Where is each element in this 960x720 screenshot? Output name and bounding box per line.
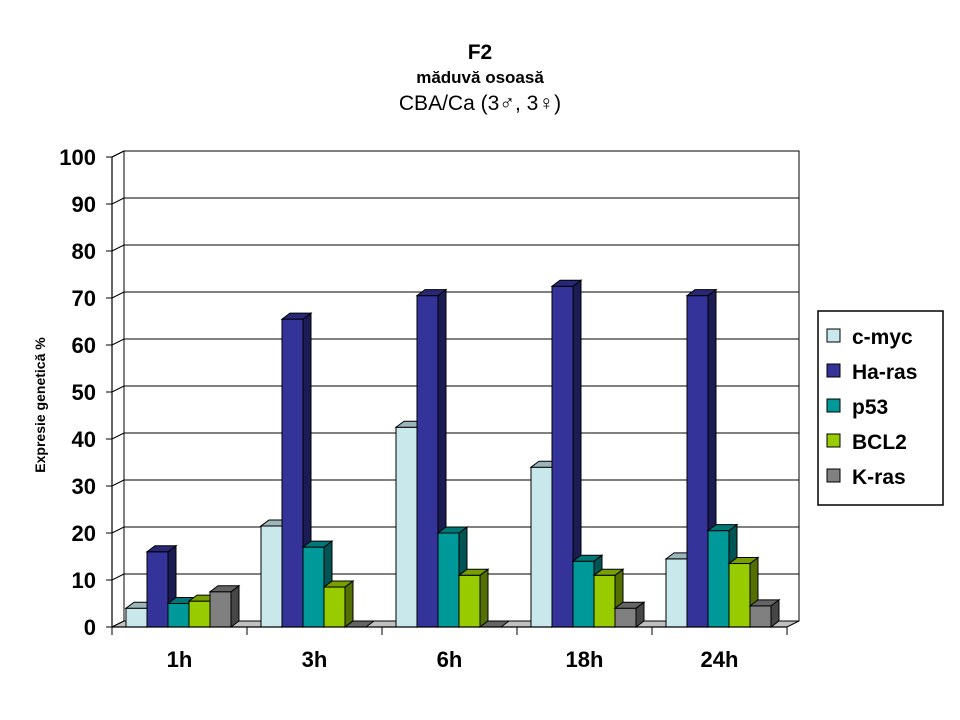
y-tick-label: 70 bbox=[72, 286, 96, 311]
bar-front bbox=[188, 600, 211, 628]
legend-swatch bbox=[826, 363, 841, 378]
chart-title: F2 bbox=[467, 41, 493, 64]
gridline-side bbox=[111, 291, 125, 299]
chart-subtitle: măduvă osoasă bbox=[416, 68, 544, 87]
bar-top bbox=[727, 557, 760, 565]
bar-front bbox=[260, 525, 283, 628]
y-tick-label: 100 bbox=[59, 145, 96, 170]
x-tick-labels: 1h 3h 6h 18h 24h bbox=[167, 647, 739, 672]
legend-label: BCL2 bbox=[852, 431, 907, 454]
y-tick-label: 90 bbox=[72, 192, 96, 217]
bar-top bbox=[457, 568, 490, 576]
bar-front bbox=[302, 546, 325, 628]
bar-top bbox=[592, 568, 625, 576]
bar-front bbox=[395, 426, 418, 628]
bars bbox=[124, 279, 781, 628]
bar-front bbox=[728, 563, 751, 628]
chart-subtitle-2: CBA/Ca (3♂, 3♀) bbox=[398, 92, 562, 115]
bar-front bbox=[551, 285, 574, 628]
bar-k-ras bbox=[748, 598, 781, 628]
gridline-side bbox=[111, 385, 125, 393]
bar-side bbox=[344, 580, 354, 628]
legend-swatch bbox=[826, 398, 841, 413]
bar-top bbox=[613, 601, 646, 609]
bar-front bbox=[323, 586, 346, 628]
y-tick-labels: 0 10 20 30 40 50 60 70 80 90 100 bbox=[59, 145, 96, 640]
bar-top bbox=[436, 526, 469, 534]
bar-k-ras bbox=[613, 601, 646, 628]
x-tick-label: 1h bbox=[167, 647, 193, 672]
bar-top bbox=[685, 289, 718, 297]
gridline-side bbox=[111, 338, 125, 346]
gridline-side bbox=[111, 526, 125, 534]
gridline-side bbox=[111, 479, 125, 487]
y-tick-label: 10 bbox=[72, 568, 96, 593]
legend-swatch bbox=[826, 433, 841, 448]
y-tick-label: 20 bbox=[72, 521, 96, 546]
y-tick-label: 50 bbox=[72, 380, 96, 405]
gridline-side bbox=[111, 197, 125, 205]
legend-label: Ha-ras bbox=[852, 361, 917, 384]
bar-top bbox=[748, 599, 781, 607]
legend-label: K-ras bbox=[852, 466, 906, 489]
x-tick-label: 24h bbox=[701, 647, 739, 672]
legend-swatch bbox=[826, 328, 841, 343]
bar-top bbox=[550, 279, 583, 287]
y-tick-label: 0 bbox=[84, 615, 96, 640]
bar-front bbox=[209, 591, 232, 628]
bar-front bbox=[146, 551, 169, 628]
legend: c-myc Ha-ras p53 BCL2 K-ras bbox=[817, 310, 944, 506]
y-axis-label: Expresie genetică % bbox=[32, 337, 48, 473]
bar-top bbox=[301, 540, 334, 548]
x-tick-label: 3h bbox=[302, 647, 328, 672]
legend-label: p53 bbox=[852, 396, 888, 419]
gridline-side bbox=[111, 573, 125, 581]
bar-top bbox=[706, 524, 739, 532]
bar-side bbox=[230, 584, 240, 628]
bar-front bbox=[593, 574, 616, 628]
y-tick-label: 60 bbox=[72, 333, 96, 358]
bar-front bbox=[686, 295, 709, 628]
bar-top bbox=[145, 545, 178, 553]
bar-top bbox=[208, 585, 241, 593]
bar-bcl2 bbox=[592, 568, 625, 628]
bar-top bbox=[322, 580, 355, 588]
bar-k-ras bbox=[208, 584, 241, 628]
bar-front bbox=[416, 295, 439, 628]
bar-front bbox=[572, 560, 595, 628]
y-tick-label: 40 bbox=[72, 427, 96, 452]
bar-front bbox=[125, 607, 148, 628]
bar-top bbox=[571, 554, 604, 562]
gridline-side bbox=[111, 432, 125, 440]
bar-front bbox=[614, 607, 637, 628]
legend-label: c-myc bbox=[852, 326, 913, 349]
bar-front bbox=[707, 530, 730, 628]
legend-swatch bbox=[826, 468, 841, 483]
axes bbox=[111, 157, 788, 635]
gridline-side bbox=[111, 150, 125, 158]
bar-front bbox=[281, 318, 304, 628]
bar-top bbox=[415, 289, 448, 297]
bar-front bbox=[458, 574, 481, 628]
chart-title-block: F2 măduvă osoasă CBA/Ca (3♂, 3♀) bbox=[0, 40, 960, 118]
bar-front bbox=[665, 558, 688, 628]
bar-bcl2 bbox=[322, 580, 355, 628]
y-tick-label: 30 bbox=[72, 474, 96, 499]
bar-front bbox=[437, 532, 460, 628]
x-tick-label: 6h bbox=[437, 647, 463, 672]
bar-front bbox=[167, 603, 190, 628]
bar-top bbox=[280, 312, 313, 320]
bar-front bbox=[749, 605, 772, 628]
bar-side bbox=[479, 568, 489, 628]
bar-ha-ras bbox=[550, 279, 583, 628]
y-tick-label: 80 bbox=[72, 239, 96, 264]
gridline-side bbox=[111, 244, 125, 252]
bar-front bbox=[530, 466, 553, 628]
bar-bcl2 bbox=[457, 568, 490, 628]
x-tick-label: 18h bbox=[566, 647, 604, 672]
